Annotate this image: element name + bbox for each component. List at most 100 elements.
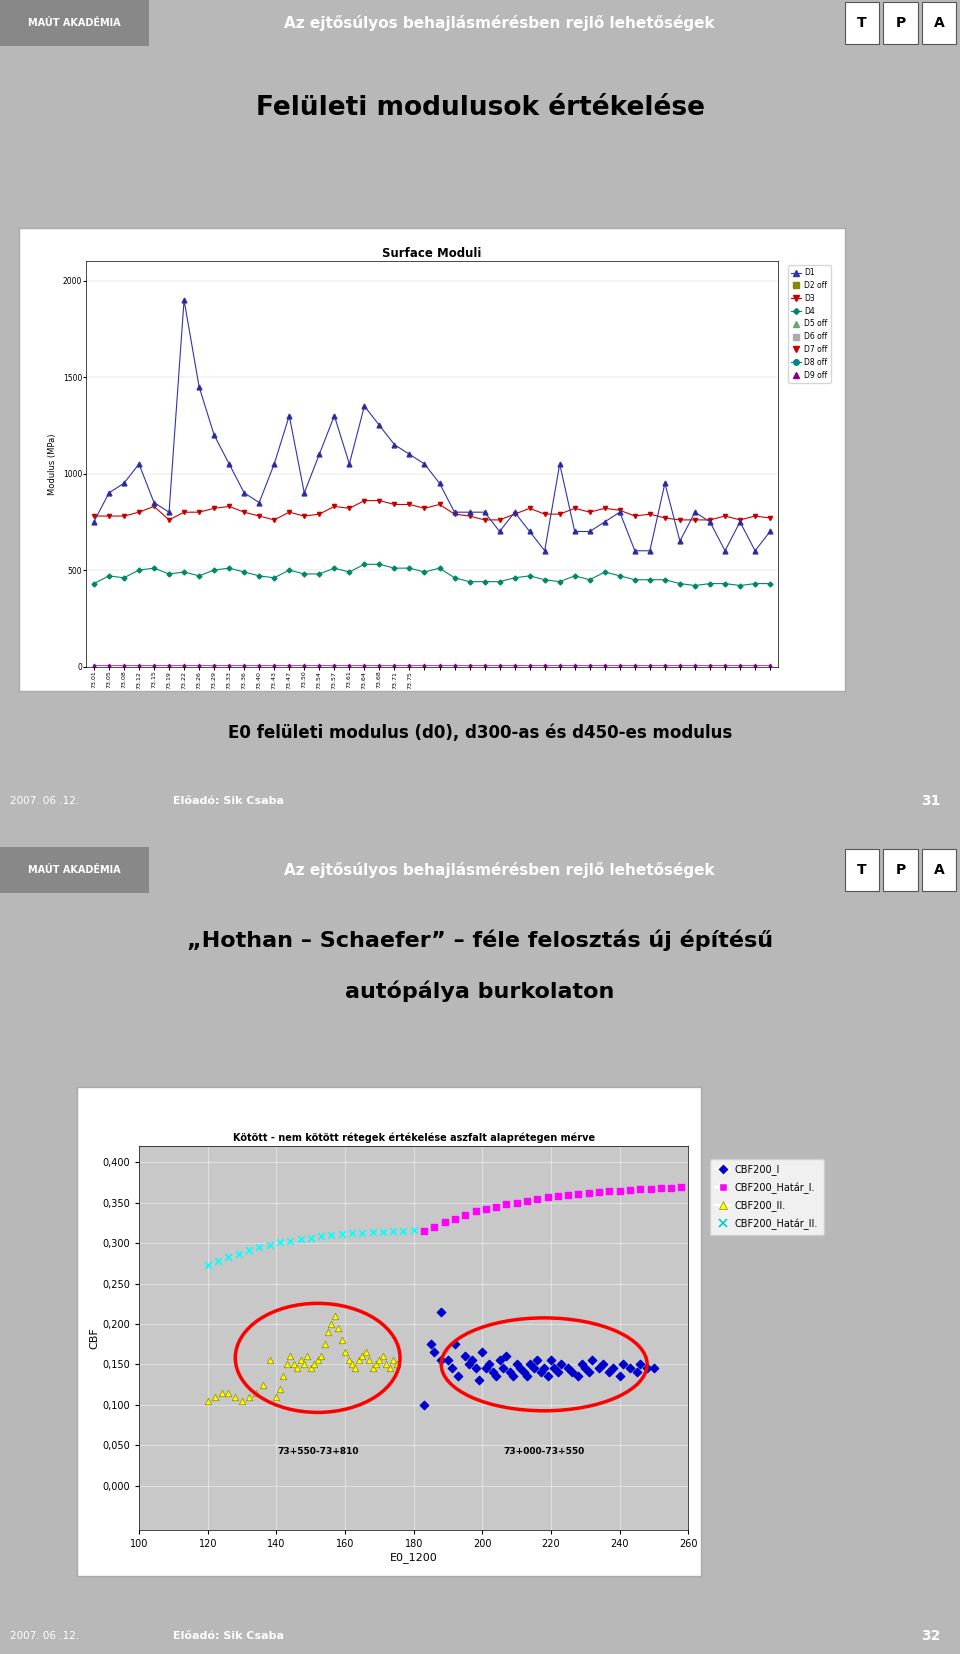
FancyBboxPatch shape: [845, 2, 879, 45]
CBF200_II.: [207, 1383, 223, 1409]
CBF200_Határ_II.: [273, 1229, 288, 1255]
CBF200_Határ_I.: [602, 1178, 617, 1204]
CBF200_I: [540, 1363, 555, 1389]
Text: Az ejtősúlyos behajlásmérésben rejlő lehetőségek: Az ejtősúlyos behajlásmérésben rejlő leh…: [284, 15, 714, 31]
Text: A: A: [933, 863, 945, 877]
CBF200_I: [506, 1363, 521, 1389]
CBF200_II.: [324, 1310, 339, 1336]
Text: P: P: [896, 17, 905, 30]
CBF200_Határ_II.: [313, 1222, 328, 1249]
Text: T: T: [857, 17, 867, 30]
CBF200_I: [612, 1363, 628, 1389]
CBF200_I: [502, 1360, 517, 1386]
Text: 73+550-73+810: 73+550-73+810: [276, 1447, 358, 1456]
CBF200_II.: [345, 1351, 360, 1378]
Text: 31: 31: [922, 794, 941, 807]
CBF200_I: [461, 1351, 476, 1378]
CBF200_II.: [330, 1315, 346, 1341]
CBF200_II.: [375, 1343, 391, 1370]
X-axis label: E0_1200: E0_1200: [390, 1551, 438, 1563]
CBF200_I: [465, 1346, 480, 1373]
CBF200_II.: [293, 1346, 308, 1373]
FancyBboxPatch shape: [922, 849, 956, 892]
CBF200_Határ_I.: [571, 1181, 587, 1207]
CBF200_I: [444, 1355, 459, 1381]
CBF200_I: [447, 1331, 463, 1358]
Text: autópálya burkolaton: autópálya burkolaton: [346, 981, 614, 1002]
CBF200_I: [533, 1360, 548, 1386]
CBF200_Határ_I.: [499, 1191, 515, 1217]
CBF200_II.: [249, 1379, 264, 1406]
CBF200_II.: [279, 1351, 295, 1378]
CBF200_I: [499, 1343, 515, 1370]
CBF200_II.: [297, 1351, 312, 1378]
CBF200_I: [513, 1355, 528, 1381]
CBF200_I: [564, 1360, 579, 1386]
FancyBboxPatch shape: [0, 0, 149, 46]
CBF200_Határ_II.: [262, 1232, 277, 1259]
CBF200_I: [595, 1351, 611, 1378]
Text: Felületi modulusok értékelése: Felületi modulusok értékelése: [255, 94, 705, 121]
CBF200_I: [646, 1355, 661, 1381]
Legend: D1, D2 off, D3, D4, D5 off, D6 off, D7 off, D8 off, D9 off: D1, D2 off, D3, D4, D5 off, D6 off, D7 o…: [788, 265, 830, 382]
CBF200_Határ_II.: [282, 1227, 298, 1254]
CBF200_I: [468, 1355, 483, 1381]
CBF200_II.: [382, 1355, 397, 1381]
CBF200_Határ_II.: [345, 1221, 360, 1247]
CBF200_Határ_I.: [478, 1196, 493, 1222]
CBF200_Határ_II.: [221, 1244, 236, 1270]
CBF200_I: [417, 1391, 432, 1417]
CBF200_I: [615, 1351, 631, 1378]
CBF200_I: [489, 1363, 504, 1389]
CBF200_Határ_I.: [612, 1178, 628, 1204]
CBF200_II.: [348, 1355, 363, 1381]
CBF200_Határ_I.: [643, 1176, 659, 1202]
CBF200_II.: [317, 1331, 332, 1358]
CBF200_I: [543, 1346, 559, 1373]
CBF200_II.: [269, 1383, 284, 1409]
CBF200_II.: [378, 1351, 394, 1378]
CBF200_II.: [276, 1363, 291, 1389]
CBF200_I: [509, 1351, 524, 1378]
CBF200_II.: [303, 1355, 319, 1381]
CBF200_I: [450, 1363, 466, 1389]
Text: P: P: [896, 863, 905, 877]
CBF200_II.: [386, 1346, 401, 1373]
CBF200_II.: [372, 1346, 387, 1373]
CBF200_I: [495, 1355, 511, 1381]
CBF200_II.: [341, 1346, 356, 1373]
CBF200_Határ_I.: [437, 1209, 452, 1236]
Text: A: A: [933, 17, 945, 30]
CBF200_I: [547, 1355, 563, 1381]
CBF200_II.: [310, 1346, 325, 1373]
CBF200_II.: [389, 1351, 404, 1378]
CBF200_I: [434, 1298, 449, 1325]
CBF200_Határ_I.: [561, 1181, 576, 1207]
CBF200_II.: [358, 1340, 373, 1366]
CBF200_I: [578, 1355, 593, 1381]
CBF200_I: [478, 1355, 493, 1381]
Legend: CBF200_I, CBF200_Határ_I., CBF200_II., CBF200_Határ_II.: CBF200_I, CBF200_Határ_I., CBF200_II., C…: [709, 1159, 824, 1236]
CBF200_II.: [313, 1343, 328, 1370]
Y-axis label: Modulus (MPa): Modulus (MPa): [48, 433, 58, 495]
CBF200_Határ_I.: [468, 1197, 483, 1224]
CBF200_Határ_II.: [354, 1219, 370, 1245]
CBF200_Határ_I.: [581, 1179, 596, 1206]
Text: 73+000-73+550: 73+000-73+550: [504, 1447, 585, 1456]
FancyBboxPatch shape: [922, 2, 956, 45]
CBF200_Határ_II.: [201, 1252, 216, 1279]
CBF200_I: [639, 1355, 655, 1381]
CBF200_Határ_I.: [540, 1184, 555, 1211]
CBF200_I: [629, 1360, 644, 1386]
CBF200_I: [441, 1346, 456, 1373]
CBF200_Határ_II.: [386, 1217, 401, 1244]
CBF200_Határ_I.: [458, 1202, 473, 1229]
CBF200_II.: [321, 1318, 336, 1345]
CBF200_I: [519, 1363, 535, 1389]
Text: T: T: [857, 863, 867, 877]
CBF200_I: [471, 1368, 487, 1394]
CBF200_I: [434, 1346, 449, 1373]
CBF200_I: [426, 1340, 442, 1366]
CBF200_I: [585, 1346, 600, 1373]
CBF200_I: [523, 1351, 539, 1378]
